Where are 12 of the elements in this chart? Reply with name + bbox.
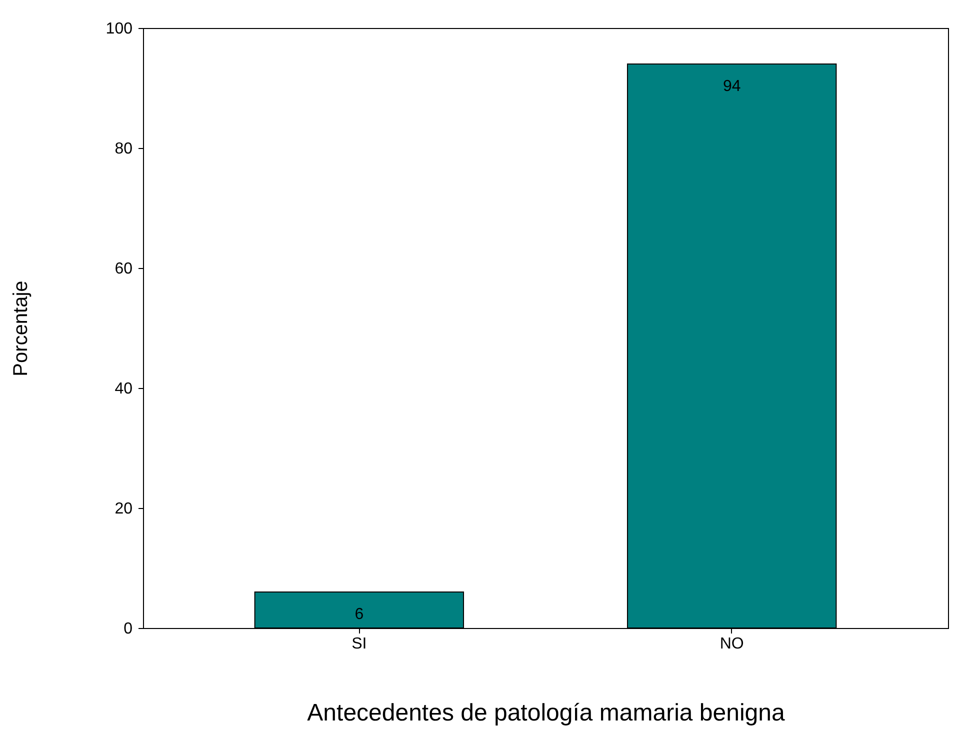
y-tick-label: 20 [114, 500, 133, 518]
y-axis-title: Porcentaje [10, 280, 32, 376]
y-tick-label: 40 [114, 380, 133, 398]
y-tick-label: 80 [114, 140, 133, 158]
data-label: 6 [354, 606, 364, 623]
data-label: 94 [722, 78, 741, 95]
y-tick-label: 0 [124, 620, 133, 638]
y-tick-label: 60 [114, 260, 133, 278]
x-axis-title: Antecedentes de patología mamaria benigna [307, 700, 786, 726]
x-tick-label: NO [720, 636, 744, 652]
x-tick-label: SI [352, 636, 367, 652]
y-tick-label: 100 [106, 20, 133, 38]
